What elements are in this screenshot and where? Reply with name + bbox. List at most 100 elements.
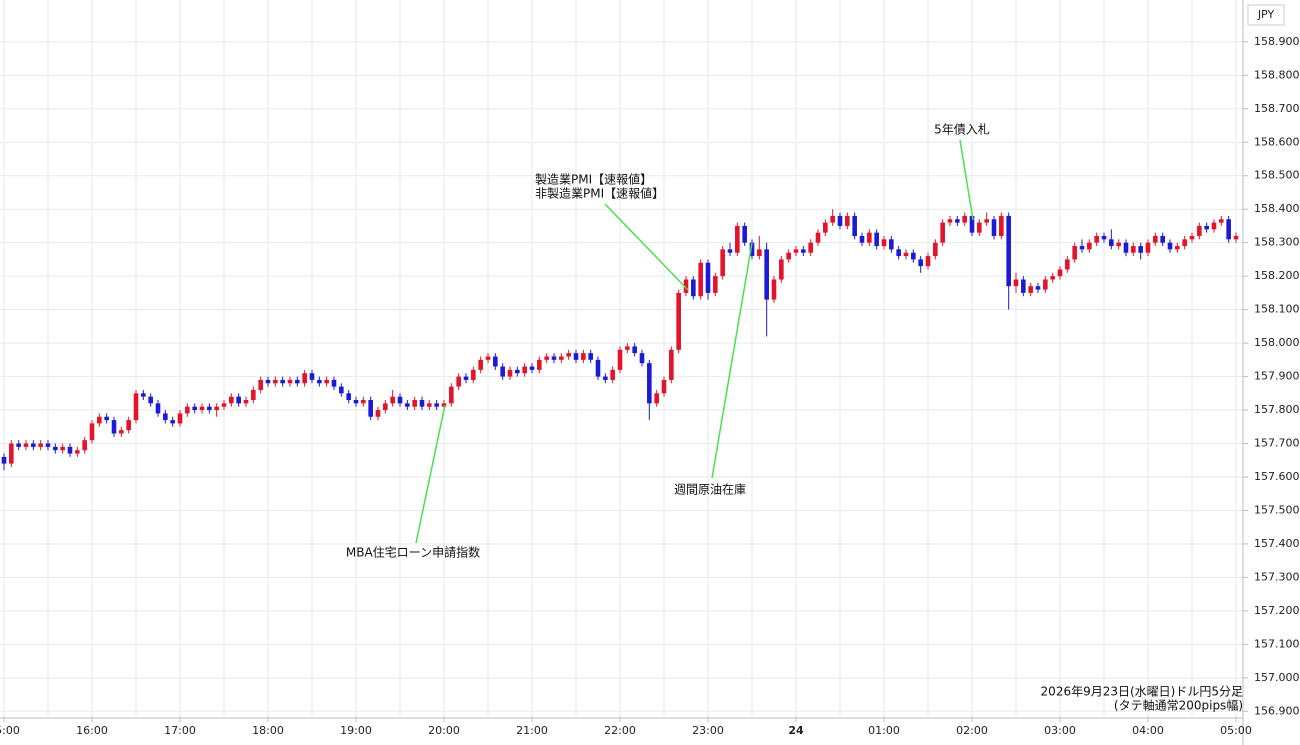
annotations: MBA住宅ローン申請指数 製造業PMI【速報値】非製造業PMI【速報値】週間原油在… <box>346 122 1243 713</box>
y-tick-label: 158.700 <box>1254 102 1300 115</box>
candle-body <box>544 356 549 360</box>
candle-body <box>1189 235 1195 240</box>
candle-body <box>852 215 857 236</box>
candle-body <box>845 215 850 226</box>
candle-body <box>214 406 219 411</box>
candle-body <box>375 410 381 417</box>
candle-body <box>837 215 843 226</box>
candle-body <box>581 353 586 360</box>
candle-body <box>309 373 315 380</box>
candle-body <box>661 379 667 394</box>
candle-body <box>573 353 579 360</box>
candle-body <box>53 446 58 451</box>
candle-body <box>45 443 51 447</box>
candle-body <box>764 249 769 300</box>
candle-body <box>757 249 762 257</box>
candle-body <box>1211 222 1217 230</box>
candle-body <box>412 400 417 407</box>
candle-body <box>251 389 256 401</box>
candle-body <box>537 359 542 370</box>
candle-body <box>427 403 432 407</box>
candle-body <box>1101 235 1107 240</box>
candle-body <box>955 219 960 223</box>
candle-body <box>991 219 997 236</box>
candle-body <box>720 249 725 277</box>
candle-body <box>82 440 87 451</box>
candle-body <box>874 232 879 247</box>
candle-body <box>449 386 454 404</box>
candle-body <box>280 379 285 384</box>
y-tick-label: 157.000 <box>1254 671 1300 684</box>
candle-body <box>779 259 784 280</box>
candle-body <box>669 349 674 380</box>
candle-body <box>441 403 447 407</box>
candle-body <box>515 369 520 374</box>
y-tick-label: 156.900 <box>1254 704 1300 717</box>
annotation-text: 週間原油在庫 <box>674 483 746 497</box>
y-tick-label: 157.600 <box>1254 470 1300 483</box>
candle-body <box>67 446 73 454</box>
candle-body <box>896 249 901 257</box>
candle-body <box>632 346 637 354</box>
candle-body <box>258 379 263 390</box>
candle-body <box>654 393 659 404</box>
candle-body <box>1094 235 1099 243</box>
x-tick-label: 24 <box>788 724 804 737</box>
x-tick-label: 20:00 <box>428 724 460 737</box>
x-tick-label: 01:00 <box>868 724 900 737</box>
candle-body <box>60 446 65 451</box>
candle-body <box>273 379 278 384</box>
y-tick-label: 158.400 <box>1254 202 1300 215</box>
candle-body <box>38 443 43 447</box>
candle-body <box>617 349 623 370</box>
grid <box>0 0 1243 718</box>
candle-body <box>984 219 989 223</box>
candle-body <box>713 276 718 293</box>
candle-body <box>229 396 234 404</box>
candle-body <box>1145 242 1151 253</box>
x-tick-label: 04:00 <box>1132 724 1164 737</box>
candle-body <box>771 279 777 300</box>
candle-body <box>507 369 513 377</box>
x-tick-label: 16:00 <box>76 724 108 737</box>
candle-body <box>170 420 175 424</box>
candle-body <box>243 400 249 404</box>
candle-body <box>207 406 212 411</box>
candle-body <box>295 379 300 384</box>
candle-body <box>97 416 102 424</box>
candle-body <box>119 430 124 434</box>
x-tick-label: 18:00 <box>252 724 284 737</box>
y-tick-label: 158.100 <box>1254 303 1300 316</box>
candle-body <box>265 379 271 384</box>
candle-body <box>1021 279 1026 293</box>
x-tick-label: 05:00 <box>1220 724 1252 737</box>
candle-body <box>397 396 403 404</box>
candle-body <box>331 379 337 387</box>
candle-body <box>867 232 872 243</box>
y-tick-label: 158.500 <box>1254 169 1300 182</box>
candle-body <box>1065 259 1070 270</box>
y-tick-label: 157.500 <box>1254 503 1300 516</box>
annotation-line <box>959 139 974 221</box>
y-tick-label: 157.700 <box>1254 437 1300 450</box>
candle-body <box>1204 225 1209 230</box>
candle-body <box>705 262 711 293</box>
candle-body <box>1 456 7 464</box>
candle-body <box>287 379 293 384</box>
y-tick-label: 158.800 <box>1254 68 1300 81</box>
currency-label: JPY <box>1257 8 1275 21</box>
candle-body <box>698 262 703 297</box>
x-tick-label: 03:00 <box>1044 724 1076 737</box>
candle-body <box>933 242 938 257</box>
candle-body <box>683 279 689 293</box>
candle-body <box>9 443 14 464</box>
candle-body <box>478 359 483 370</box>
candle-body <box>947 219 953 223</box>
candle-body <box>1153 235 1158 243</box>
candle-body <box>735 225 740 253</box>
candle-body <box>192 406 197 411</box>
candle-body <box>793 249 799 253</box>
candle-body <box>1116 242 1121 247</box>
candle-body <box>89 423 95 441</box>
candle-body <box>104 416 109 421</box>
